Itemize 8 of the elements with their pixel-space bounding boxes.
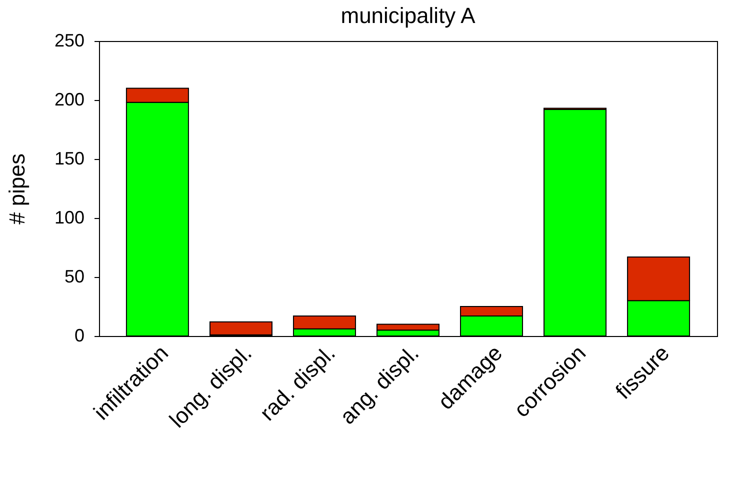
y-tick-label: 0 [74,326,84,346]
y-axis-title: # pipes [4,154,30,224]
y-tick-label: 100 [54,208,84,228]
y-tick-label: 200 [54,90,84,110]
y-tick-label: 150 [54,148,84,168]
chart-title: municipality A [340,3,476,28]
y-tick-label: 50 [64,266,84,286]
y-tick-label: 250 [54,30,84,50]
